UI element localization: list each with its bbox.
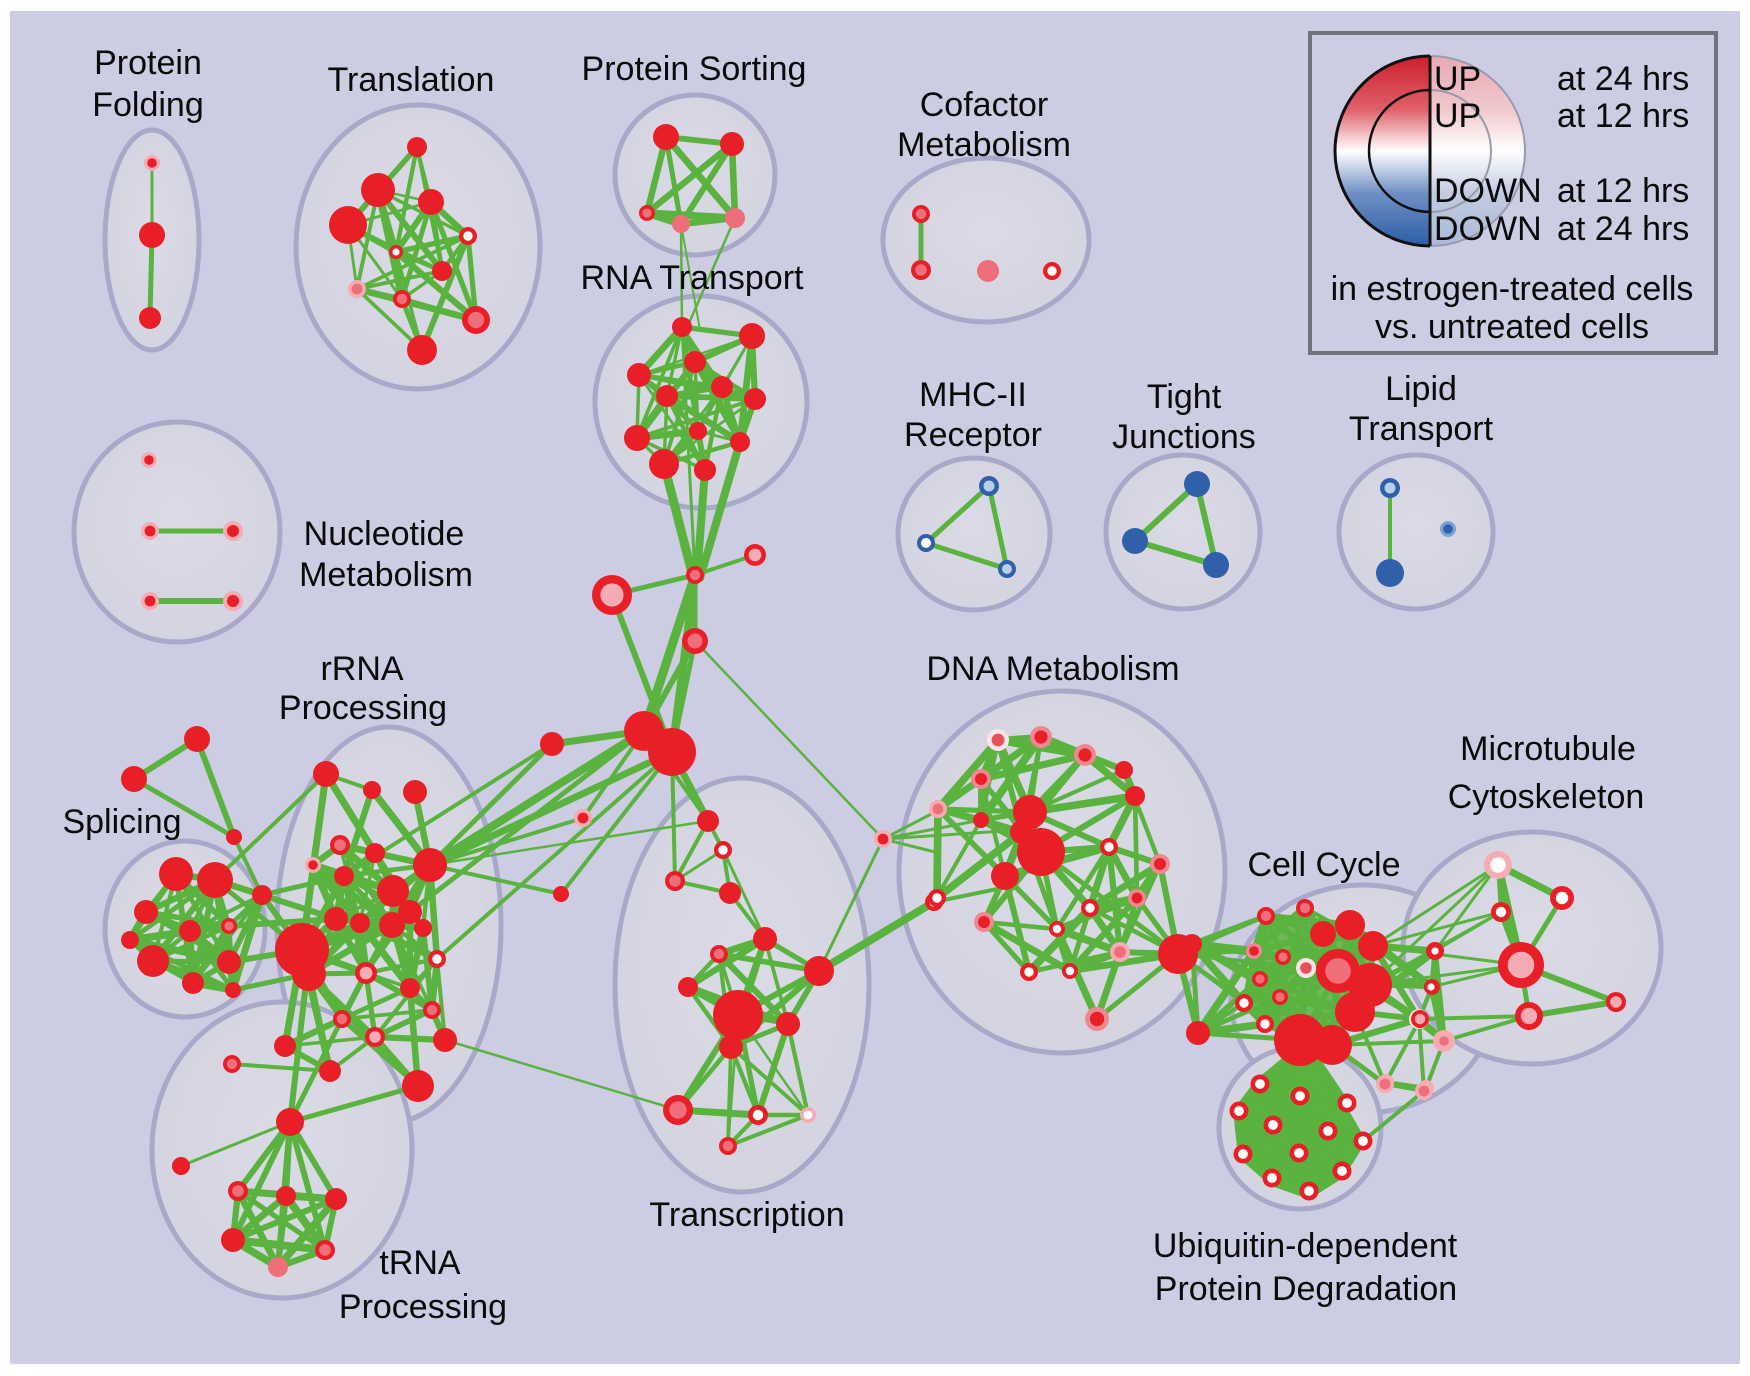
svg-text:Translation: Translation bbox=[328, 61, 495, 99]
svg-text:Splicing: Splicing bbox=[62, 803, 181, 841]
svg-text:Transport: Transport bbox=[1349, 410, 1494, 448]
svg-text:rRNA: rRNA bbox=[320, 650, 403, 688]
svg-text:Cell Cycle: Cell Cycle bbox=[1247, 846, 1400, 884]
svg-text:in estrogen-treated cells: in estrogen-treated cells bbox=[1331, 270, 1694, 308]
svg-text:Protein: Protein bbox=[94, 44, 202, 82]
svg-text:UP: UP bbox=[1434, 97, 1481, 135]
svg-text:Protein Sorting: Protein Sorting bbox=[582, 50, 807, 88]
svg-text:Transcription: Transcription bbox=[649, 1196, 844, 1234]
svg-text:UP: UP bbox=[1434, 60, 1481, 98]
svg-text:Protein Degradation: Protein Degradation bbox=[1155, 1270, 1457, 1308]
svg-text:DOWN: DOWN bbox=[1434, 210, 1542, 248]
svg-text:DNA Metabolism: DNA Metabolism bbox=[926, 650, 1179, 688]
svg-text:Cytoskeleton: Cytoskeleton bbox=[1448, 778, 1645, 816]
svg-text:Metabolism: Metabolism bbox=[897, 126, 1071, 164]
svg-text:at 12 hrs: at 12 hrs bbox=[1557, 172, 1689, 210]
svg-text:Ubiquitin-dependent: Ubiquitin-dependent bbox=[1153, 1227, 1458, 1265]
svg-text:Folding: Folding bbox=[92, 86, 204, 124]
svg-text:Metabolism: Metabolism bbox=[299, 556, 473, 594]
svg-text:at 24 hrs: at 24 hrs bbox=[1557, 210, 1689, 248]
svg-text:at 12 hrs: at 12 hrs bbox=[1557, 97, 1689, 135]
svg-text:DOWN: DOWN bbox=[1434, 172, 1542, 210]
svg-text:Cofactor: Cofactor bbox=[920, 86, 1049, 124]
svg-text:Microtubule: Microtubule bbox=[1460, 730, 1636, 768]
svg-text:Junctions: Junctions bbox=[1112, 418, 1256, 456]
svg-text:at 24 hrs: at 24 hrs bbox=[1557, 60, 1689, 98]
svg-text:tRNA: tRNA bbox=[379, 1244, 461, 1282]
svg-text:Receptor: Receptor bbox=[904, 416, 1042, 454]
svg-text:Tight: Tight bbox=[1147, 378, 1222, 416]
svg-text:RNA Transport: RNA Transport bbox=[581, 259, 805, 297]
svg-text:vs. untreated cells: vs. untreated cells bbox=[1375, 308, 1649, 346]
svg-text:Lipid: Lipid bbox=[1385, 370, 1457, 408]
svg-text:Processing: Processing bbox=[279, 689, 447, 727]
svg-text:Nucleotide: Nucleotide bbox=[304, 515, 465, 553]
svg-text:Processing: Processing bbox=[339, 1288, 507, 1326]
svg-text:MHC-II: MHC-II bbox=[919, 376, 1027, 414]
